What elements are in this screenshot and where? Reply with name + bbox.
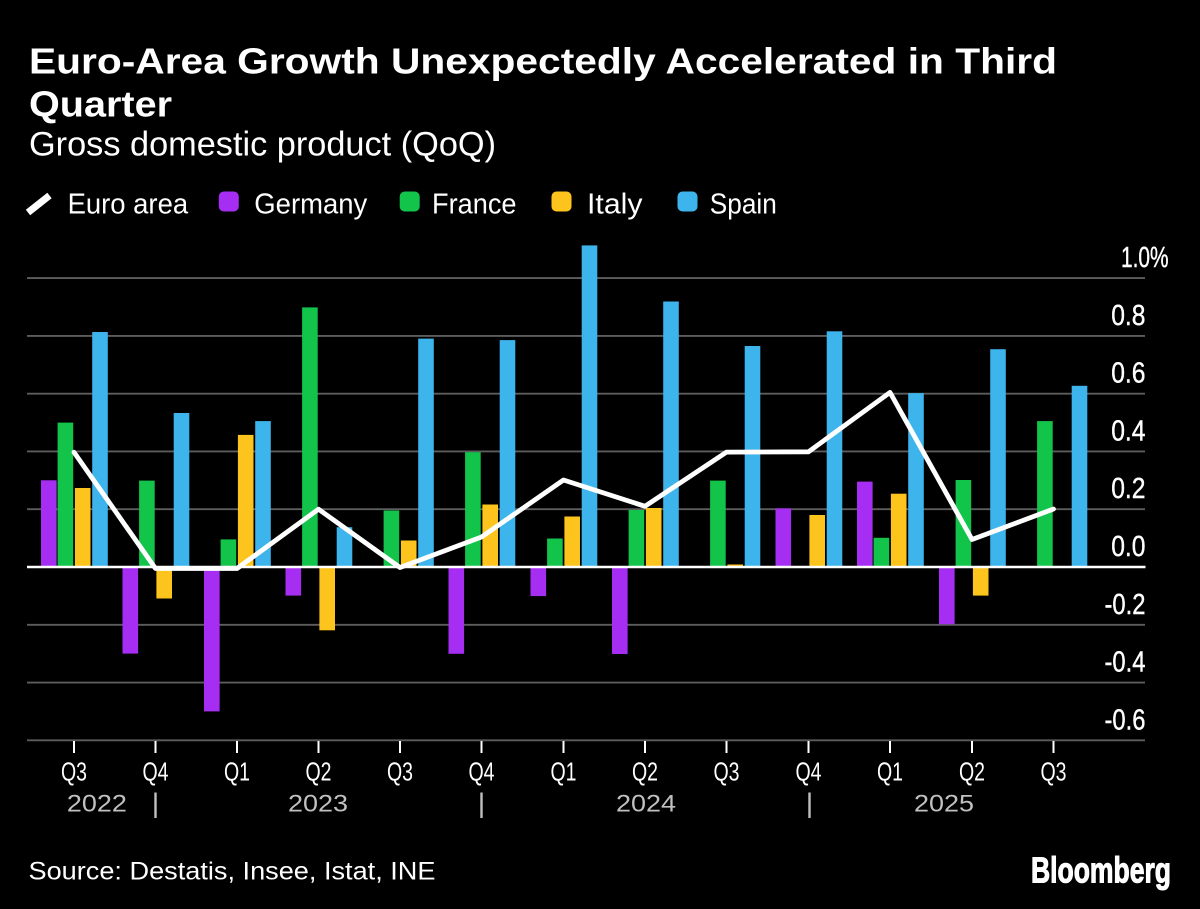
svg-text:Q3: Q3 [1041, 758, 1067, 786]
svg-text:2024: 2024 [616, 791, 676, 818]
svg-text:Q4: Q4 [796, 758, 822, 786]
svg-text:-0.6: -0.6 [1105, 704, 1146, 736]
svg-text:Q2: Q2 [959, 758, 985, 786]
svg-text:0.6: 0.6 [1111, 358, 1145, 390]
svg-text:Q4: Q4 [143, 758, 169, 786]
svg-text:Germany: Germany [254, 189, 367, 221]
svg-text:Bloomberg: Bloomberg [1031, 849, 1171, 890]
svg-text:Euro-Area Growth Unexpectedly: Euro-Area Growth Unexpectedly Accelerate… [29, 41, 1057, 82]
svg-text:2022: 2022 [67, 791, 127, 818]
svg-text:0.8: 0.8 [1111, 300, 1145, 332]
svg-text:2025: 2025 [914, 791, 974, 818]
svg-text:-0.4: -0.4 [1105, 647, 1146, 679]
svg-text:2023: 2023 [288, 791, 348, 818]
svg-text:Euro area: Euro area [68, 189, 189, 221]
svg-text:Q1: Q1 [877, 758, 903, 786]
svg-text:1.0%: 1.0% [1121, 242, 1169, 274]
svg-text:France: France [432, 189, 517, 221]
svg-text:Q3: Q3 [714, 758, 740, 786]
svg-text:0.0: 0.0 [1111, 531, 1145, 563]
svg-text:Q2: Q2 [632, 758, 658, 786]
svg-text:Q1: Q1 [551, 758, 577, 786]
svg-text:0.4: 0.4 [1111, 415, 1145, 447]
svg-text:Quarter: Quarter [29, 84, 172, 125]
svg-text:Q3: Q3 [387, 758, 413, 786]
svg-text:Spain: Spain [710, 189, 777, 221]
svg-text:Q4: Q4 [469, 758, 495, 786]
svg-text:Q3: Q3 [61, 758, 87, 786]
svg-text:Italy: Italy [587, 189, 643, 221]
svg-text:Q1: Q1 [224, 758, 250, 786]
svg-text:Gross domestic product (QoQ): Gross domestic product (QoQ) [29, 126, 496, 164]
svg-text:Q2: Q2 [306, 758, 332, 786]
svg-text:0.2: 0.2 [1111, 473, 1145, 505]
svg-text:Source: Destatis, Insee, Istat: Source: Destatis, Insee, Istat, INE [29, 858, 436, 886]
svg-text:-0.2: -0.2 [1105, 589, 1146, 621]
